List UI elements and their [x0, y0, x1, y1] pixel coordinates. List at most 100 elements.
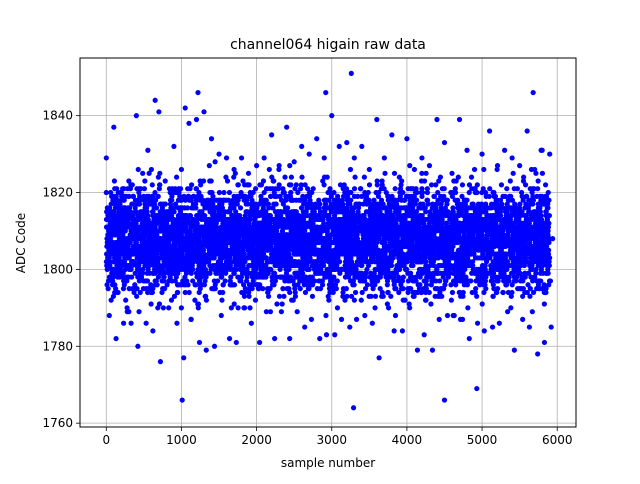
data-point	[422, 178, 427, 183]
data-point	[204, 348, 209, 353]
data-point	[531, 90, 536, 95]
data-point	[497, 321, 502, 326]
data-point	[129, 321, 134, 326]
data-point	[156, 194, 161, 199]
data-point	[158, 359, 163, 364]
data-point	[309, 317, 314, 322]
data-point	[193, 205, 198, 210]
data-point	[223, 278, 228, 283]
data-point	[307, 151, 312, 156]
data-point	[337, 259, 342, 264]
data-point	[116, 290, 121, 295]
data-point	[268, 309, 273, 314]
data-point	[279, 309, 284, 314]
data-point	[180, 397, 185, 402]
data-point	[215, 278, 220, 283]
data-point	[365, 282, 370, 287]
data-point	[246, 171, 251, 176]
data-point	[161, 305, 166, 310]
data-point	[248, 217, 253, 222]
data-point	[456, 175, 461, 180]
data-point	[490, 324, 495, 329]
data-point	[449, 298, 454, 303]
data-point	[525, 128, 530, 133]
data-point	[427, 290, 432, 295]
data-point	[449, 171, 454, 176]
data-point	[238, 205, 243, 210]
data-point	[106, 286, 111, 291]
data-point	[271, 178, 276, 183]
data-point	[399, 286, 404, 291]
data-point	[415, 348, 420, 353]
data-point	[207, 163, 212, 168]
data-point	[400, 328, 405, 333]
data-point	[335, 305, 340, 310]
data-point	[366, 190, 371, 195]
data-point	[329, 113, 334, 118]
data-point	[262, 155, 267, 160]
data-point	[412, 167, 417, 172]
data-point	[377, 355, 382, 360]
data-point	[386, 305, 391, 310]
data-point	[135, 344, 140, 349]
data-point	[482, 328, 487, 333]
data-point	[472, 167, 477, 172]
data-point	[542, 340, 547, 345]
data-point	[267, 167, 272, 172]
data-point	[257, 340, 262, 345]
data-point	[359, 298, 364, 303]
data-point	[323, 313, 328, 318]
data-point	[155, 282, 160, 287]
data-point	[348, 167, 353, 172]
data-point	[372, 305, 377, 310]
data-point	[424, 282, 429, 287]
data-point	[370, 321, 375, 326]
data-point	[274, 201, 279, 206]
data-point	[298, 286, 303, 291]
data-point	[332, 332, 337, 337]
data-point	[352, 186, 357, 191]
data-point	[474, 386, 479, 391]
data-point	[163, 201, 168, 206]
data-point	[156, 109, 161, 114]
data-point	[236, 305, 241, 310]
data-point	[241, 305, 246, 310]
data-point	[320, 282, 325, 287]
data-point	[227, 336, 232, 341]
data-point	[163, 178, 168, 183]
data-point	[302, 324, 307, 329]
data-point	[294, 182, 299, 187]
data-point	[368, 294, 373, 299]
data-point	[138, 198, 143, 203]
data-point	[194, 117, 199, 122]
data-point	[239, 155, 244, 160]
data-point	[134, 294, 139, 299]
data-point	[104, 155, 109, 160]
data-point	[150, 328, 155, 333]
data-point	[157, 182, 162, 187]
data-point	[166, 305, 171, 310]
data-point	[233, 171, 238, 176]
data-point	[352, 175, 357, 180]
data-point	[382, 171, 387, 176]
data-point	[134, 113, 139, 118]
data-point	[277, 294, 282, 299]
data-point	[269, 132, 274, 137]
data-point	[183, 105, 188, 110]
data-point	[362, 175, 367, 180]
data-point	[217, 290, 222, 295]
data-point	[348, 198, 353, 203]
data-point	[292, 159, 297, 164]
data-point	[175, 290, 180, 295]
data-point	[535, 351, 540, 356]
data-point	[437, 317, 442, 322]
data-point	[367, 167, 372, 172]
data-point	[388, 294, 393, 299]
data-point	[147, 171, 152, 176]
data-point	[123, 298, 128, 303]
data-point	[438, 175, 443, 180]
data-point	[127, 286, 132, 291]
data-point	[271, 282, 276, 287]
data-point	[457, 117, 462, 122]
data-point	[145, 148, 150, 153]
